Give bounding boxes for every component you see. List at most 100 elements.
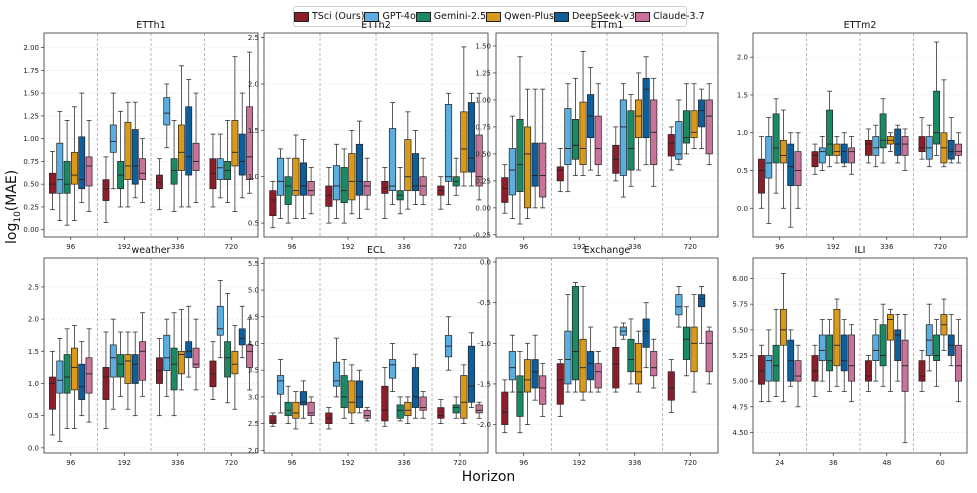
box-qwen-plus-336 <box>404 111 412 210</box>
box-gpt-4o-336 <box>619 322 627 340</box>
box-claude-3-7-720 <box>475 401 483 419</box>
y-tick-label: 5.25 <box>732 352 748 360</box>
box-body <box>177 124 185 171</box>
box-tsci-ours--720 <box>209 341 217 400</box>
box-body <box>411 153 420 191</box>
box-gpt-4o-96 <box>56 110 64 222</box>
box-deepseek-v3-720 <box>947 117 955 164</box>
legend-swatch <box>486 11 502 22</box>
box-body <box>109 124 117 153</box>
legend-label: Gemini-2.5 <box>433 11 487 22</box>
box-body <box>246 106 253 180</box>
box-gpt-4o-720 <box>216 133 224 199</box>
legend-swatch <box>635 11 651 22</box>
box-body <box>156 174 163 190</box>
box-body <box>224 341 232 378</box>
box-body <box>299 391 308 406</box>
box-body <box>501 177 509 203</box>
box-claude-3-7-96 <box>539 363 547 417</box>
box-body <box>340 167 348 204</box>
box-body <box>284 401 292 416</box>
subplot-title: weather <box>132 245 171 256</box>
legend-label: Qwen-Plus <box>504 11 554 22</box>
box-qwen-plus-720 <box>460 46 468 187</box>
y-tick-label: 4.75 <box>732 403 748 411</box>
x-tick-label: 96 <box>519 459 528 467</box>
box-tsci-ours--720 <box>667 359 675 413</box>
box-deepseek-v3-96 <box>299 380 308 419</box>
box-gpt-4o-720 <box>444 92 453 205</box>
box-tsci-ours--336 <box>156 338 163 417</box>
x-tick-label: 720 <box>225 459 238 467</box>
box-gemini-2-5-720 <box>452 157 460 196</box>
box-body <box>918 136 926 152</box>
box-deepseek-v3-720 <box>238 92 246 199</box>
box-body <box>627 338 635 373</box>
box-body <box>667 371 675 401</box>
box-tsci-ours--192 <box>102 156 110 223</box>
y-tick-label: 1.50 <box>475 42 491 50</box>
box-gemini-2-5-192 <box>340 148 348 224</box>
y-tick-label: 0.0 <box>480 259 491 267</box>
box-body <box>238 133 246 176</box>
box-body <box>109 344 117 378</box>
box-gemini-2-5-336 <box>627 94 635 187</box>
box-body <box>63 354 71 394</box>
box-gemini-2-5-96 <box>63 328 71 429</box>
y-tick-label: 5.0 <box>248 287 259 295</box>
box-body <box>381 181 389 194</box>
box-qwen-plus-192 <box>124 101 132 208</box>
box-body <box>292 401 300 419</box>
box-deepseek-v3-336 <box>642 302 650 369</box>
axes-frame <box>752 32 968 238</box>
y-tick-label: 1.0 <box>248 173 259 181</box>
box-claude-3-7-192 <box>363 157 371 210</box>
y-tick-label: 5.50 <box>732 326 748 334</box>
box-deepseek-v3-336 <box>894 124 902 164</box>
subplot-title: ETTh2 <box>361 20 391 31</box>
box-claude-3-7-336 <box>419 391 427 419</box>
box-tsci-ours--96 <box>758 136 765 209</box>
box-gemini-2-5-192 <box>571 281 579 393</box>
legend-swatch <box>364 11 380 22</box>
box-qwen-plus-192 <box>348 364 356 425</box>
box-body <box>49 376 56 410</box>
axes-frame <box>43 257 259 454</box>
y-tick-label: 5.5 <box>248 260 259 268</box>
box-claude-3-7-720 <box>705 326 713 385</box>
box-body <box>231 120 239 167</box>
box-claude-3-7-720 <box>955 132 962 164</box>
box-body <box>682 326 690 360</box>
y-tick-label: 0.25 <box>475 177 491 185</box>
box-qwen-plus-192 <box>579 286 587 401</box>
box-body <box>642 77 650 139</box>
subplot-etth1: ETTh1 0.00 0.25 0.50 0.75 1.00 1.25 1.50 1.75 2.0… <box>23 20 259 251</box>
y-tick-label: -2.0 <box>477 421 491 429</box>
box-body <box>85 357 93 394</box>
box-body <box>642 318 650 348</box>
x-tick-label: 192 <box>827 243 840 251</box>
box-body <box>396 404 404 419</box>
box-gpt-4o-720 <box>444 316 453 371</box>
box-body <box>690 326 698 373</box>
box-body <box>564 330 572 385</box>
box-body <box>765 355 773 382</box>
subplot-ettm2: ETTm2 0.0 0.5 1.0 1.5 2.0 96 192 336 720 <box>737 20 968 251</box>
box-tsci-ours--720 <box>667 126 675 171</box>
box-body <box>292 157 300 196</box>
box-body <box>571 118 579 160</box>
box-body <box>437 407 445 419</box>
box-gpt-4o-192 <box>109 92 117 190</box>
legend-item: Claude-3.7 <box>635 11 705 22</box>
box-gemini-2-5-192 <box>571 77 579 176</box>
box-gemini-2-5-96 <box>772 98 780 194</box>
y-tick-label: 3.0 <box>248 393 259 401</box>
box-body <box>758 158 765 194</box>
box-tsci-ours--336 <box>381 367 389 427</box>
box-body <box>307 401 315 416</box>
box-body <box>238 328 246 346</box>
box-body <box>894 128 902 156</box>
box-body <box>955 143 962 156</box>
box-body <box>779 308 787 346</box>
box-body <box>131 129 139 185</box>
